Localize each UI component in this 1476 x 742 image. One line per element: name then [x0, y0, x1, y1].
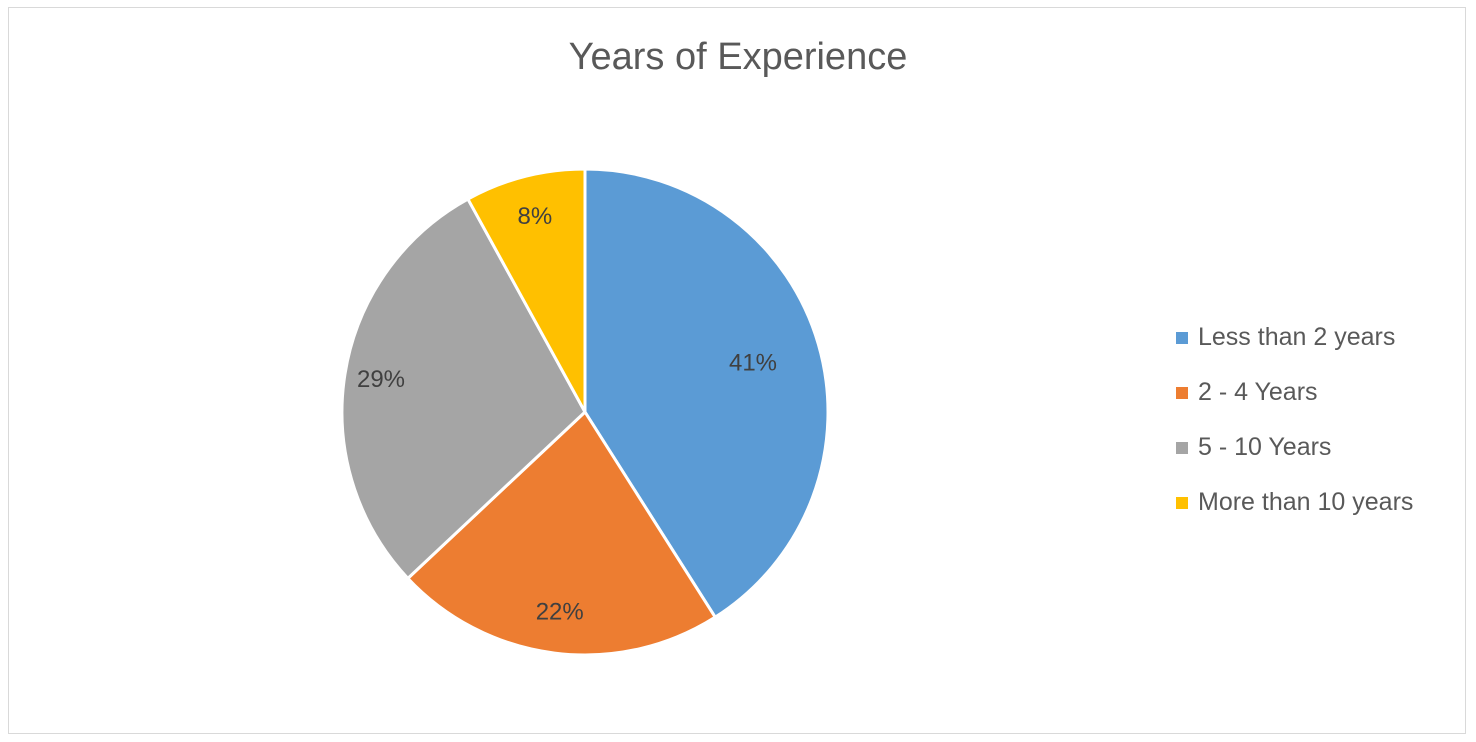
data-label-less-than-2-years: 41%: [729, 350, 777, 377]
data-label-2-4-years: 22%: [536, 599, 584, 626]
legend-label: More than 10 years: [1198, 488, 1414, 516]
legend-item-less-than-2-years[interactable]: Less than 2 years: [1176, 310, 1413, 365]
legend-label: Less than 2 years: [1198, 323, 1396, 351]
legend-label: 5 - 10 Years: [1198, 433, 1332, 461]
chart-title: Years of Experience: [568, 36, 908, 78]
legend: Less than 2 years 2 - 4 Years 5 - 10 Yea…: [1176, 310, 1413, 530]
pie-slice-5-10-years[interactable]: [340, 197, 587, 580]
pie-slice-2-4-years[interactable]: [406, 410, 717, 657]
legend-swatch: [1176, 331, 1188, 344]
data-label-more-than-10-years: 8%: [517, 203, 552, 230]
legend-swatch: [1176, 496, 1188, 509]
legend-item-more-than-10-years[interactable]: More than 10 years: [1176, 475, 1413, 530]
legend-swatch: [1176, 441, 1188, 454]
legend-item-5-10-years[interactable]: 5 - 10 Years: [1176, 420, 1413, 475]
legend-item-2-4-years[interactable]: 2 - 4 Years: [1176, 365, 1413, 420]
data-label-5-10-years: 29%: [357, 366, 405, 393]
legend-swatch: [1176, 386, 1188, 399]
pie-slice-more-than-10-years[interactable]: [466, 167, 587, 414]
legend-label: 2 - 4 Years: [1198, 378, 1318, 406]
